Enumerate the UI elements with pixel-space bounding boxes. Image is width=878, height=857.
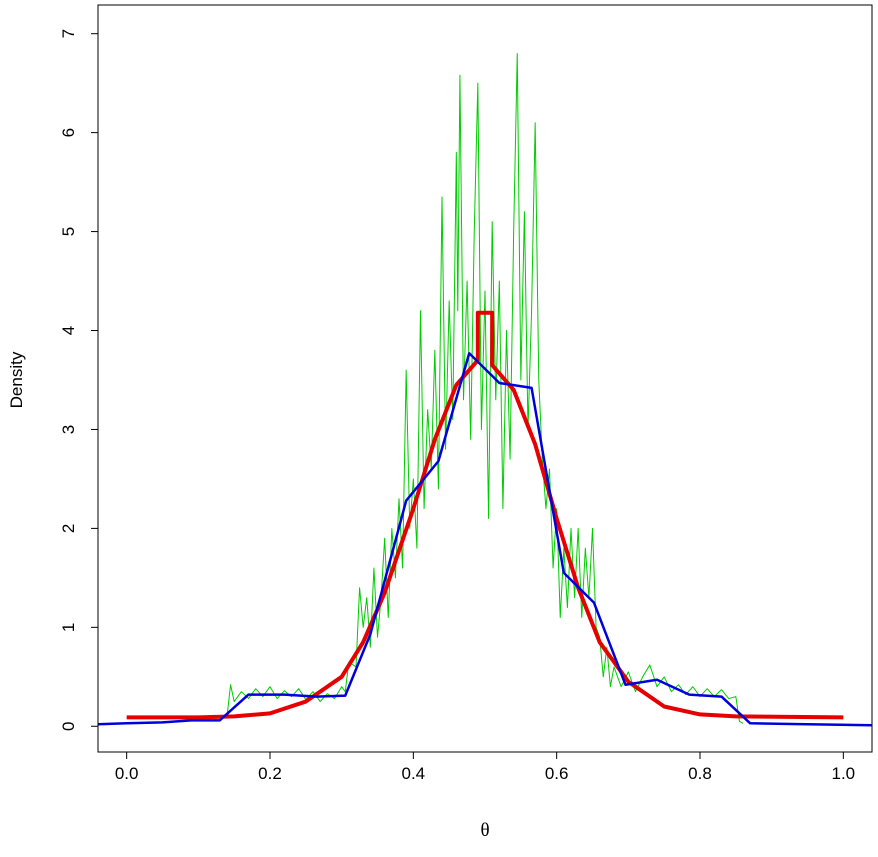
y-tick-label: 1 [59, 623, 78, 632]
y-tick-label: 5 [59, 227, 78, 236]
series-group [98, 52, 872, 727]
x-tick-label: 0.0 [115, 764, 139, 783]
y-tick-label: 6 [59, 128, 78, 137]
x-tick-label: 1.0 [832, 764, 856, 783]
x-tick-label: 0.4 [402, 764, 426, 783]
y-tick-label: 4 [59, 326, 78, 335]
series-line [226, 52, 744, 724]
x-tick-label: 0.6 [545, 764, 569, 783]
y-tick-label: 7 [59, 29, 78, 38]
y-tick-label: 3 [59, 425, 78, 434]
x-tick-label: 0.2 [258, 764, 282, 783]
y-axis-label: Density [7, 351, 26, 408]
series-line [126, 310, 844, 720]
plot-frame [97, 4, 873, 753]
y-tick-label: 2 [59, 524, 78, 533]
x-tick-label: 0.8 [688, 764, 712, 783]
series-line [98, 352, 872, 727]
y-tick-label: 0 [59, 722, 78, 731]
x-axis-label: θ [480, 820, 489, 841]
